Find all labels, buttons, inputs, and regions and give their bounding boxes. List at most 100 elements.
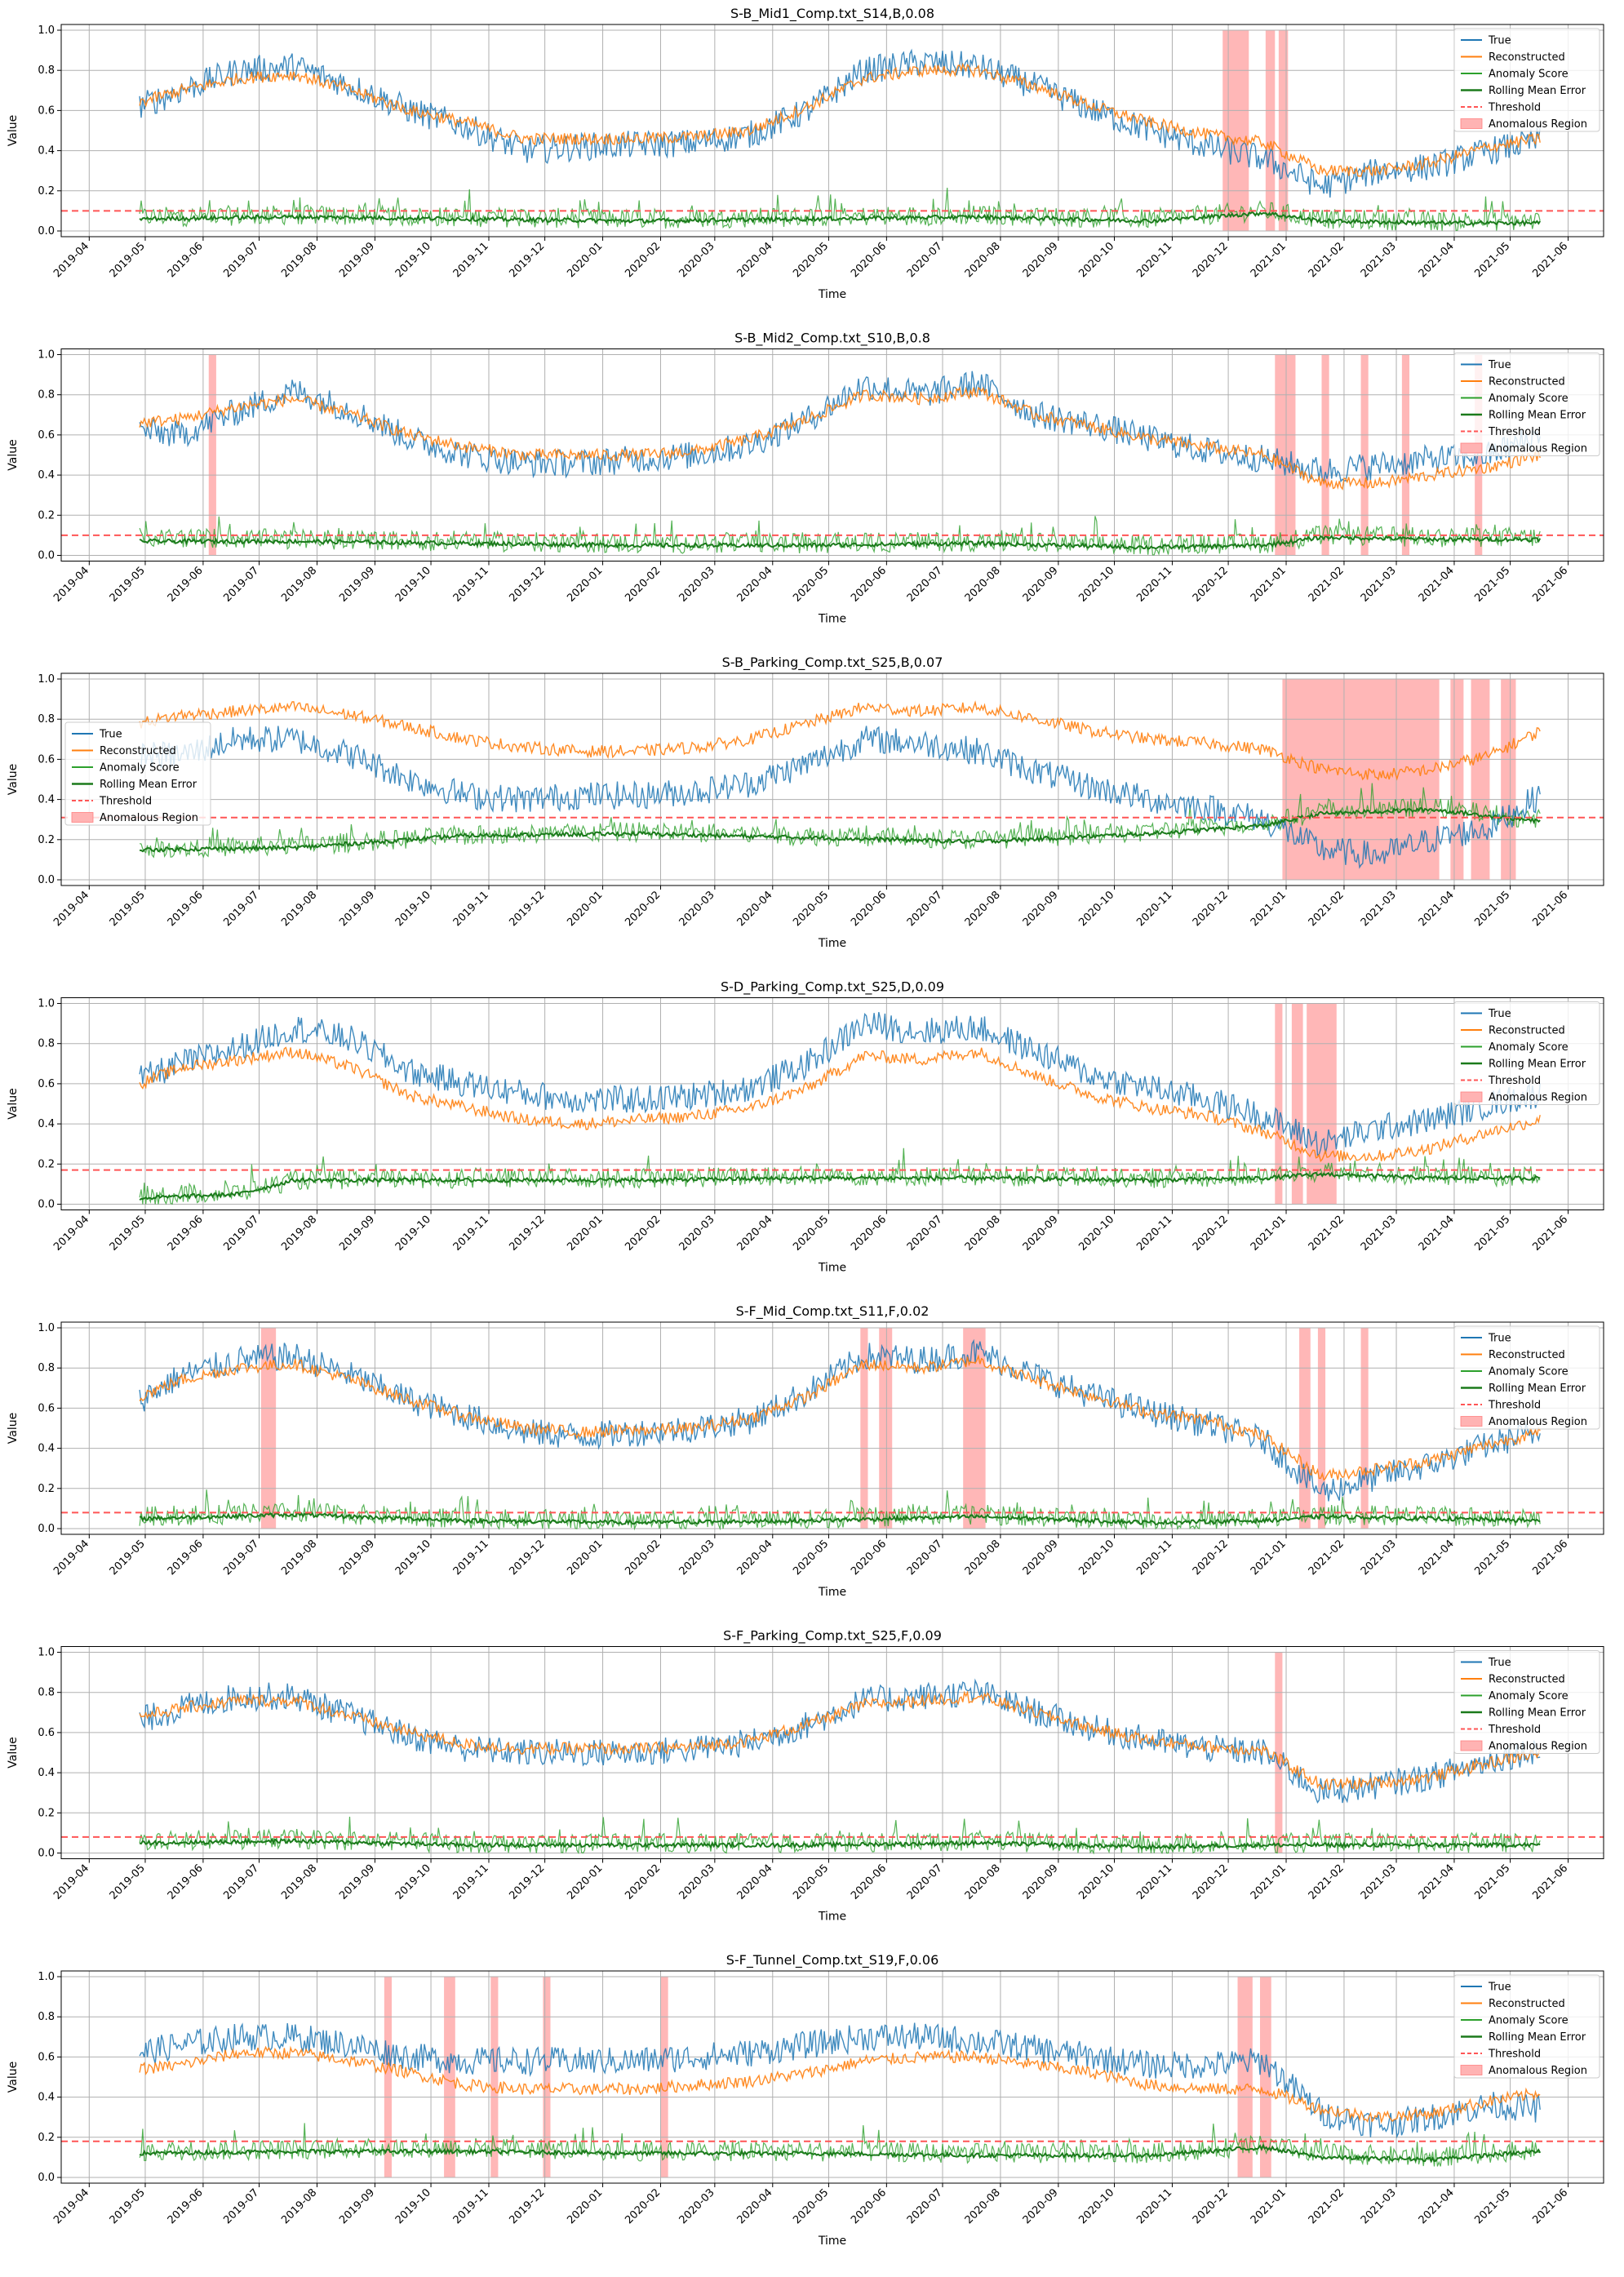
anomalous-region — [1291, 1003, 1303, 1205]
x-tick-label: 2020-01 — [565, 889, 605, 929]
x-tick-label: 2019-06 — [166, 2186, 206, 2226]
y-tick-label: 0.0 — [38, 2172, 55, 2184]
x-tick-label: 2021-02 — [1307, 889, 1347, 929]
x-axis-label: Time — [818, 2235, 846, 2248]
legend-label: Rolling Mean Error — [1489, 85, 1586, 97]
anomalous-region — [1237, 1977, 1253, 2177]
y-tick-label: 0.2 — [38, 2132, 55, 2144]
x-tick-label: 2020-05 — [791, 1214, 831, 1254]
chart-panel-2: S-B_Mid2_Comp.txt_S10,B,0.8 0.0 0.2 0.4 0.6 0… — [7, 331, 1604, 626]
y-tick-label: 0.6 — [38, 1078, 55, 1090]
x-tick-label: 2020-11 — [1134, 1862, 1174, 1902]
x-tick-label: 2019-12 — [507, 565, 547, 605]
legend-swatch-anomalous-region — [1460, 2065, 1483, 2075]
series-reconstructed — [139, 2045, 1541, 2124]
x-tick-label: 2019-04 — [51, 565, 91, 605]
x-tick-label: 2020-05 — [791, 1862, 831, 1902]
x-tick-label: 2020-01 — [565, 240, 605, 280]
y-tick-label: 0.8 — [38, 64, 55, 77]
legend-label: Reconstructed — [1489, 376, 1565, 388]
anomalous-region — [860, 1328, 868, 1529]
x-tick-label: 2020-07 — [905, 1862, 945, 1902]
y-tick-label: 0.2 — [38, 834, 55, 846]
x-tick-label: 2021-04 — [1417, 240, 1457, 280]
x-tick-label: 2021-03 — [1359, 2186, 1399, 2226]
x-tick-label: 2020-01 — [565, 2186, 605, 2226]
x-tick-label: 2020-04 — [735, 1862, 775, 1902]
anomalous-region — [1450, 679, 1464, 880]
x-tick-label: 2020-11 — [1134, 889, 1174, 929]
y-tick-label: 0.4 — [38, 1118, 55, 1130]
x-tick-label: 2019-08 — [279, 889, 319, 929]
series-true — [139, 726, 1541, 869]
x-tick-label: 2020-05 — [791, 565, 831, 605]
legend-label: Rolling Mean Error — [1489, 1383, 1586, 1395]
y-tick-label: 0.0 — [38, 225, 55, 237]
x-tick-label: 2021-06 — [1530, 1214, 1570, 1254]
y-tick-label: 0.2 — [38, 185, 55, 198]
series-true — [139, 1678, 1541, 1804]
x-tick-label: 2020-05 — [791, 889, 831, 929]
x-tick-label: 2020-07 — [905, 240, 945, 280]
legend-label: Threshold — [1488, 1400, 1541, 1412]
x-tick-label: 2020-12 — [1191, 240, 1231, 280]
x-tick-label: 2020-04 — [735, 2186, 775, 2226]
x-tick-label: 2019-07 — [221, 889, 261, 929]
y-tick-label: 1.0 — [38, 1647, 55, 1659]
x-tick-label: 2020-09 — [1021, 889, 1061, 929]
x-tick-label: 2019-10 — [393, 889, 433, 929]
x-tick-label: 2020-06 — [849, 240, 889, 280]
x-tick-label: 2021-06 — [1530, 2186, 1570, 2226]
legend-swatch-anomalous-region — [1460, 1416, 1483, 1427]
x-tick-label: 2021-02 — [1307, 240, 1347, 280]
x-tick-label: 2021-05 — [1472, 2186, 1512, 2226]
x-tick-label: 2020-07 — [905, 565, 945, 605]
x-tick-label: 2020-10 — [1076, 889, 1116, 929]
anomalous-region — [1307, 1003, 1337, 1205]
axes-frame — [60, 1970, 1604, 2184]
x-tick-label: 2019-07 — [221, 1214, 261, 1254]
x-tick-label: 2020-03 — [677, 889, 717, 929]
y-tick-label: 1.0 — [38, 349, 55, 362]
legend-label: Threshold — [1488, 2048, 1541, 2061]
chart-title: S-F_Parking_Comp.txt_S25,F,0.09 — [723, 1628, 942, 1644]
y-tick-label: 0.2 — [38, 1807, 55, 1819]
x-tick-label: 2021-03 — [1359, 889, 1399, 929]
legend-swatch-anomalous-region — [1460, 1091, 1483, 1103]
x-tick-label: 2019-09 — [337, 240, 377, 280]
y-tick-label: 0.2 — [38, 1158, 55, 1170]
x-tick-label: 2020-03 — [677, 1214, 717, 1254]
x-tick-label: 2020-10 — [1076, 565, 1116, 605]
x-tick-label: 2020-10 — [1076, 2186, 1116, 2226]
y-tick-label: 1.0 — [38, 1971, 55, 1983]
chart-panel-5: S-F_Mid_Comp.txt_S11,F,0.02 0.0 0.2 0.4 0.6 0… — [7, 1303, 1604, 1599]
x-tick-label: 2020-03 — [677, 1862, 717, 1902]
x-tick-label: 2021-04 — [1417, 1214, 1457, 1254]
anomalous-region — [543, 1977, 551, 2177]
x-tick-label: 2021-04 — [1417, 2186, 1457, 2226]
anomalous-region — [1501, 679, 1516, 880]
x-tick-label: 2020-03 — [677, 2186, 717, 2226]
x-tick-label: 2021-01 — [1249, 1862, 1289, 1902]
series-reconstructed — [139, 1046, 1541, 1163]
legend-box — [1453, 1325, 1600, 1430]
x-tick-label: 2019-07 — [221, 2186, 261, 2226]
legend-label: Anomalous Region — [1489, 2065, 1587, 2077]
series-true — [139, 1338, 1541, 1502]
y-axis-label: Value — [7, 2062, 20, 2093]
x-tick-label: 2020-11 — [1134, 565, 1174, 605]
x-tick-label: 2019-05 — [108, 2186, 148, 2226]
legend: True Reconstructed Anomaly Score Rolling Me… — [1453, 1325, 1600, 1430]
x-tick-label: 2019-11 — [451, 1862, 491, 1902]
x-tick-label: 2019-06 — [166, 1538, 206, 1578]
anomalous-region — [1360, 354, 1369, 556]
chart-title: S-B_Mid1_Comp.txt_S14,B,0.08 — [730, 6, 934, 22]
x-axis-label: Time — [818, 1911, 846, 1924]
legend: True Reconstructed Anomaly Score Rolling Me… — [1453, 1974, 1600, 2079]
series-rolling-mean-error — [139, 1837, 1541, 1851]
y-axis-label: Value — [7, 439, 20, 470]
series-reconstructed — [139, 1690, 1541, 1791]
axes-frame — [60, 24, 1604, 237]
x-tick-label: 2019-06 — [166, 889, 206, 929]
